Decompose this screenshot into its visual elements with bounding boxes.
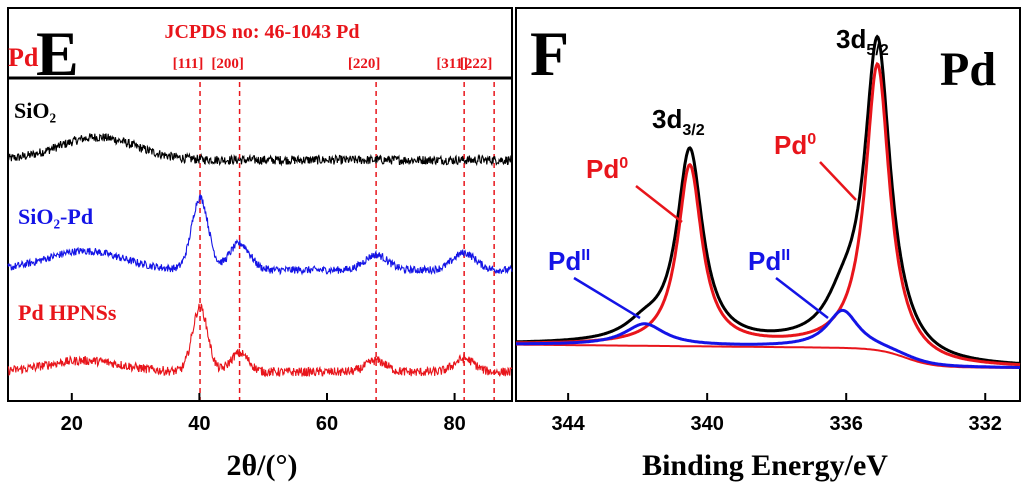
xps-annotation-label: Pd0 xyxy=(586,154,628,184)
xps-series-group xyxy=(516,34,1021,369)
xrd-series-line xyxy=(7,133,513,167)
xps-x-tick-label: 344 xyxy=(551,413,585,435)
xps-pointer-line xyxy=(573,276,641,320)
xrd-series-line xyxy=(7,193,513,276)
xps-series-PdII xyxy=(516,308,1020,369)
xps-x-tick-label: 336 xyxy=(830,413,863,435)
xrd-x-axis-ticks: 20 40 60 80 xyxy=(61,393,466,435)
xps-annotation-label: 3d5/2 xyxy=(836,24,889,59)
xrd-series-label: SiO₂ xyxy=(14,98,56,123)
xrd-series-line xyxy=(7,303,513,378)
element-label: Pd xyxy=(940,43,996,96)
xps-annotation-label: PdII xyxy=(548,246,590,276)
xps-annotation-label: PdII xyxy=(748,246,790,276)
reference-line-label: [200] xyxy=(211,56,244,72)
reference-line-label: [311] xyxy=(436,56,468,72)
xrd-x-axis-label: 2θ/(°) xyxy=(227,449,298,482)
xrd-series-label: Pd HPNSs xyxy=(18,300,117,325)
reference-line-label: [111] xyxy=(173,56,204,72)
xps-annotations: 3d3/2 3d5/2 Pd0 Pd0 PdII PdII xyxy=(548,24,889,320)
xrd-x-tick-label: 80 xyxy=(443,413,465,435)
xrd-plot-frame xyxy=(7,7,513,402)
xrd-series-labels: SiO₂ SiO₂-Pd Pd HPNSs xyxy=(14,98,117,325)
xps-x-tick-label: 340 xyxy=(690,413,723,435)
xps-x-axis-ticks: 344 340 336 332 xyxy=(551,393,1002,435)
reference-line-label: [222] xyxy=(460,56,493,72)
xps-pointer-line xyxy=(775,277,829,319)
jcpds-title: JCPDS no: 46-1043 Pd xyxy=(164,21,359,43)
xrd-panel: E Pd JCPDS no: 46-1043 Pd [111] [200] [220… xyxy=(7,7,513,482)
xrd-x-tick-label: 60 xyxy=(316,413,338,435)
panel-label-e: E xyxy=(36,18,79,89)
reference-element-label: Pd xyxy=(8,43,39,72)
xps-x-axis-label: Binding Energy/eV xyxy=(642,449,888,482)
xps-x-tick-label: 332 xyxy=(969,413,1002,435)
reference-lines: [111] [200] [220] [311][222] xyxy=(173,56,495,400)
panel-label-f: F xyxy=(530,18,569,89)
xps-series-Pd0 xyxy=(516,61,1021,367)
xps-annotation-label: 3d3/2 xyxy=(652,104,705,139)
xps-pointer-line xyxy=(635,185,683,223)
xps-pointer-line xyxy=(819,161,857,201)
xps-plot-frame xyxy=(515,7,1021,402)
xrd-x-tick-label: 20 xyxy=(61,413,83,435)
xps-background-line xyxy=(516,343,1020,369)
xrd-series-label: SiO₂-Pd xyxy=(18,204,93,229)
xps-series-envelope xyxy=(516,34,1021,365)
xrd-series-group xyxy=(7,133,513,378)
reference-line-label: [220] xyxy=(348,56,381,72)
xrd-x-tick-label: 40 xyxy=(188,413,210,435)
xps-annotation-label: Pd0 xyxy=(774,130,816,160)
